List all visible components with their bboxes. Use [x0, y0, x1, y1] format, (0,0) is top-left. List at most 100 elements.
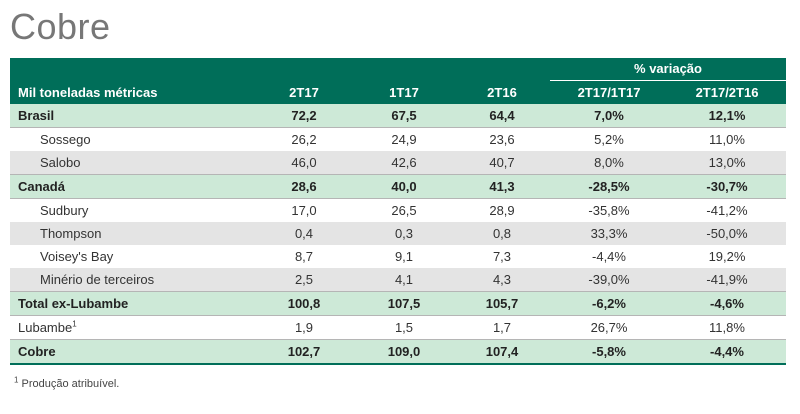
row-label: Minério de terceiros: [10, 268, 254, 292]
table-cell: 0,8: [454, 222, 550, 245]
unit-label: Mil toneladas métricas: [10, 80, 254, 104]
row-label: Sossego: [10, 127, 254, 151]
table-cell: 4,1: [354, 268, 454, 292]
column-header: 1T17: [354, 80, 454, 104]
column-header: 2T17/2T16: [668, 80, 786, 104]
table-cell: 107,5: [354, 291, 454, 316]
table-cell: 13,0%: [668, 151, 786, 175]
table-cell: 0,3: [354, 222, 454, 245]
row-label: Brasil: [10, 104, 254, 128]
table-cell: 1,7: [454, 315, 550, 340]
row-label-text: Minério de terceiros: [40, 272, 155, 287]
table-cell: 11,8%: [668, 315, 786, 340]
copper-production-table: % variação Mil toneladas métricas 2T17 1…: [10, 58, 786, 365]
footnote-marker: 1: [14, 375, 19, 385]
table-cell: 17,0: [254, 198, 354, 222]
variation-header: % variação: [550, 58, 786, 81]
table-cell: 12,1%: [668, 104, 786, 128]
page-title: Cobre: [10, 6, 111, 47]
header-row-variation: % variação: [10, 58, 786, 81]
table-cell: 42,6: [354, 151, 454, 175]
table-cell: 46,0: [254, 151, 354, 175]
table-cell: 19,2%: [668, 245, 786, 268]
table-cell: 9,1: [354, 245, 454, 268]
table-cell: 2,5: [254, 268, 354, 292]
table-cell: 100,8: [254, 291, 354, 316]
footnote-text: Produção atribuível.: [18, 378, 120, 390]
table-cell: 7,3: [454, 245, 550, 268]
row-label-text: Brasil: [18, 108, 55, 123]
table-row: Minério de terceiros 2,5 4,1 4,3 -39,0% -41,9…: [10, 268, 786, 292]
table-cell: 8,0%: [550, 151, 668, 175]
table-cell: 8,7: [254, 245, 354, 268]
table-cell: -39,0%: [550, 268, 668, 292]
row-label: Salobo: [10, 151, 254, 175]
table-cell: 109,0: [354, 339, 454, 365]
table-cell: -6,2%: [550, 291, 668, 316]
footnote: 1 Produção atribuível.: [14, 375, 120, 390]
table-cell: 24,9: [354, 127, 454, 151]
table-cell: -28,5%: [550, 174, 668, 199]
row-label: Total ex-Lubambe: [10, 291, 254, 316]
row-label: Canadá: [10, 174, 254, 199]
row-label-text: Sudbury: [40, 203, 89, 218]
table-row: Total ex-Lubambe 100,8 107,5 105,7 -6,2% -4,6…: [10, 291, 786, 316]
table-cell: 23,6: [454, 127, 550, 151]
table-cell: 105,7: [454, 291, 550, 316]
table-cell: 64,4: [454, 104, 550, 128]
table-cell: 28,9: [454, 198, 550, 222]
table-cell: 67,5: [354, 104, 454, 128]
table-cell: 4,3: [454, 268, 550, 292]
table-row: Sudbury 17,0 26,5 28,9 -35,8% -41,2%: [10, 198, 786, 222]
table-row: Voisey's Bay 8,7 9,1 7,3 -4,4% 19,2%: [10, 245, 786, 268]
row-label-text: Sossego: [40, 132, 91, 147]
row-label-text: Salobo: [40, 155, 81, 170]
table-cell: -30,7%: [668, 174, 786, 199]
row-label-text: Cobre: [18, 344, 56, 359]
table-cell: 7,0%: [550, 104, 668, 128]
table-cell: 5,2%: [550, 127, 668, 151]
table-cell: -35,8%: [550, 198, 668, 222]
table-cell: 40,7: [454, 151, 550, 175]
column-header: 2T17: [254, 80, 354, 104]
table-cell: -50,0%: [668, 222, 786, 245]
row-label: Thompson: [10, 222, 254, 245]
table-cell: 41,3: [454, 174, 550, 199]
table-cell: -41,9%: [668, 268, 786, 292]
table-cell: 1,5: [354, 315, 454, 340]
header-row-columns: Mil toneladas métricas 2T17 1T17 2T16 2T…: [10, 80, 786, 104]
row-label: Lubambe1: [10, 315, 254, 340]
table-cell: 107,4: [454, 339, 550, 365]
table-cell: -4,4%: [668, 339, 786, 365]
footnote-ref: 1: [72, 319, 77, 329]
table-row: Canadá 28,6 40,0 41,3 -28,5% -30,7%: [10, 174, 786, 199]
column-header: 2T16: [454, 80, 550, 104]
table-cell: -4,4%: [550, 245, 668, 268]
table-cell: 26,7%: [550, 315, 668, 340]
row-label-text: Voisey's Bay: [40, 249, 114, 264]
table-row: Brasil 72,2 67,5 64,4 7,0% 12,1%: [10, 104, 786, 128]
table-row: Sossego 26,2 24,9 23,6 5,2% 11,0%: [10, 127, 786, 151]
table-cell: 33,3%: [550, 222, 668, 245]
row-label: Voisey's Bay: [10, 245, 254, 268]
row-label-text: Lubambe: [18, 320, 73, 335]
row-label-text: Thompson: [40, 226, 102, 241]
table-cell: -41,2%: [668, 198, 786, 222]
row-label: Cobre: [10, 339, 254, 365]
table-cell: -5,8%: [550, 339, 668, 365]
table-row: Salobo 46,0 42,6 40,7 8,0% 13,0%: [10, 151, 786, 175]
table-cell: 1,9: [254, 315, 354, 340]
table-cell: 11,0%: [668, 127, 786, 151]
row-label-text: Canadá: [18, 179, 65, 194]
table-cell: 40,0: [354, 174, 454, 199]
table-cell: -4,6%: [668, 291, 786, 316]
table-cell: 0,4: [254, 222, 354, 245]
row-label-text: Total ex-Lubambe: [18, 296, 129, 311]
table-cell: 26,2: [254, 127, 354, 151]
row-label: Sudbury: [10, 198, 254, 222]
column-header: 2T17/1T17: [550, 80, 668, 104]
table-cell: 28,6: [254, 174, 354, 199]
table-row: Thompson 0,4 0,3 0,8 33,3% -50,0%: [10, 222, 786, 245]
table-cell: 72,2: [254, 104, 354, 128]
table-cell: 102,7: [254, 339, 354, 365]
